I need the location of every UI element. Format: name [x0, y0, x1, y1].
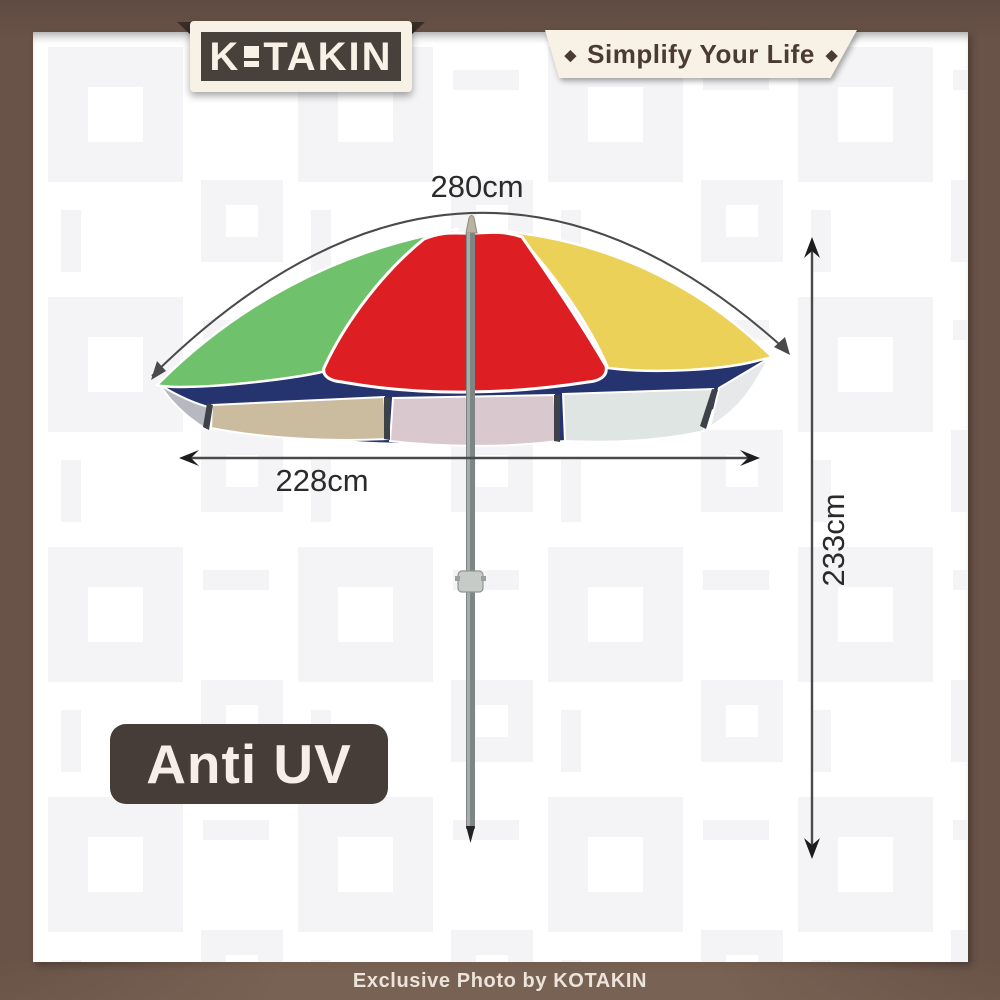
- tagline-shape: ◆ Simplify Your Life ◆: [545, 30, 857, 78]
- anti-uv-label: Anti UV: [146, 733, 352, 795]
- logo-text-pre: K: [209, 34, 241, 79]
- kotakin-logo: K TAKIN: [177, 21, 425, 92]
- logo-text: K TAKIN: [201, 32, 401, 81]
- anti-uv-badge: Anti UV: [110, 724, 388, 804]
- logo-box: K TAKIN: [190, 21, 412, 92]
- logo-o-glyph: [244, 45, 260, 67]
- logo-text-post: TAKIN: [263, 34, 393, 79]
- footer-caption-bar: Exclusive Photo by KOTAKIN: [0, 962, 1000, 1000]
- background-square-pattern: [33, 32, 968, 962]
- diamond-left-icon: ◆: [564, 47, 577, 64]
- tagline-text: Simplify Your Life: [587, 38, 815, 69]
- diamond-right-icon: ◆: [825, 47, 838, 64]
- tagline-banner: ◆ Simplify Your Life ◆: [545, 30, 857, 78]
- photo-canvas: [33, 32, 968, 962]
- footer-caption: Exclusive Photo by KOTAKIN: [352, 969, 648, 992]
